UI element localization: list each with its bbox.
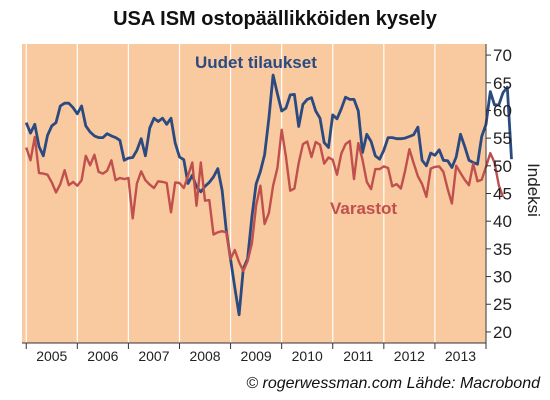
series-line-varastot (25, 128, 505, 273)
x-tick-label: 2007 (138, 348, 169, 364)
x-tick-label: 2010 (292, 348, 323, 364)
series-lines (24, 73, 513, 317)
y-axis-label: Indeksi (524, 163, 543, 217)
series-label-varastot: Varastot (330, 199, 397, 218)
y-tick-label: 20 (493, 323, 512, 342)
series-label-uudet-tilaukset: Uudet tilaukset (195, 53, 317, 72)
y-tick-label: 65 (493, 74, 512, 93)
x-tick-label: 2005 (36, 348, 67, 364)
y-tick-label: 40 (493, 212, 512, 231)
y-tick-label: 35 (493, 240, 512, 259)
y-tick-label: 50 (493, 157, 512, 176)
x-tick-label: 2009 (241, 348, 272, 364)
x-tick-label: 2013 (445, 348, 476, 364)
y-tick-label: 30 (493, 268, 512, 287)
x-tick-label: 2011 (343, 348, 373, 364)
x-tick-label: 2008 (189, 348, 220, 364)
x-tick-label: 2006 (87, 348, 118, 364)
source-credit: © rogerwessman.com Lähde: Macrobond (246, 375, 541, 392)
y-tick-label: 55 (493, 129, 512, 148)
series-line-uudet-tilaukset (24, 73, 513, 317)
chart-title: USA ISM ostopäällikköiden kysely (113, 8, 438, 30)
y-tick-label: 70 (493, 46, 512, 65)
axes: 2005 2006 2007 2008 2009 2010 2011 2012 2013 20 25… (22, 44, 512, 364)
x-tick-label: 2012 (394, 348, 425, 364)
y-tick-label: 60 (493, 101, 512, 120)
y-tick-label: 25 (493, 295, 512, 314)
y-tick-label: 45 (493, 185, 512, 204)
